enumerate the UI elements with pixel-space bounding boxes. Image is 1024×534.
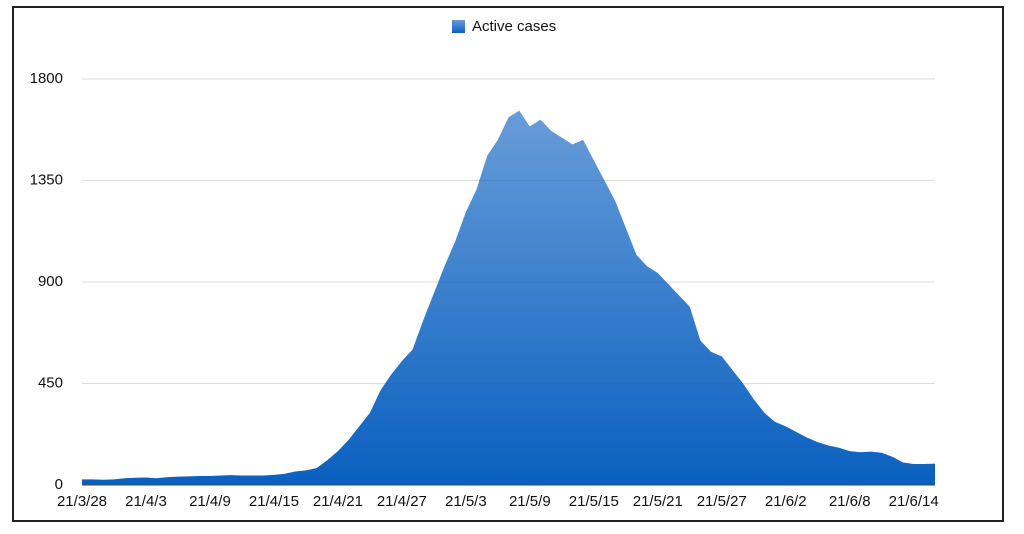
x-tick-label: 21/6/14 [889, 493, 939, 510]
area [82, 110, 935, 486]
x-tick-label: 21/5/15 [569, 493, 619, 510]
x-tick-label: 21/4/9 [189, 493, 231, 510]
x-tick-label: 21/5/27 [697, 493, 747, 510]
x-tick-label: 21/3/28 [57, 493, 107, 510]
x-tick-label: 21/5/9 [509, 493, 551, 510]
x-tick-label: 21/6/2 [765, 493, 807, 510]
x-tick-label: 21/6/8 [829, 493, 871, 510]
y-tick-label: 450 [38, 374, 63, 391]
y-tick-label: 0 [55, 476, 63, 493]
x-tick-label: 21/4/27 [377, 493, 427, 510]
legend-label: Active cases [472, 18, 556, 35]
y-tick-label: 900 [38, 273, 63, 290]
x-tick-label: 21/5/3 [445, 493, 487, 510]
y-tick-label: 1800 [30, 70, 63, 87]
legend-swatch [452, 20, 465, 33]
x-tick-label: 21/4/15 [249, 493, 299, 510]
y-tick-label: 1350 [30, 171, 63, 188]
x-tick-label: 21/5/21 [633, 493, 683, 510]
x-tick-label: 21/4/3 [125, 493, 167, 510]
x-tick-label: 21/4/21 [313, 493, 363, 510]
